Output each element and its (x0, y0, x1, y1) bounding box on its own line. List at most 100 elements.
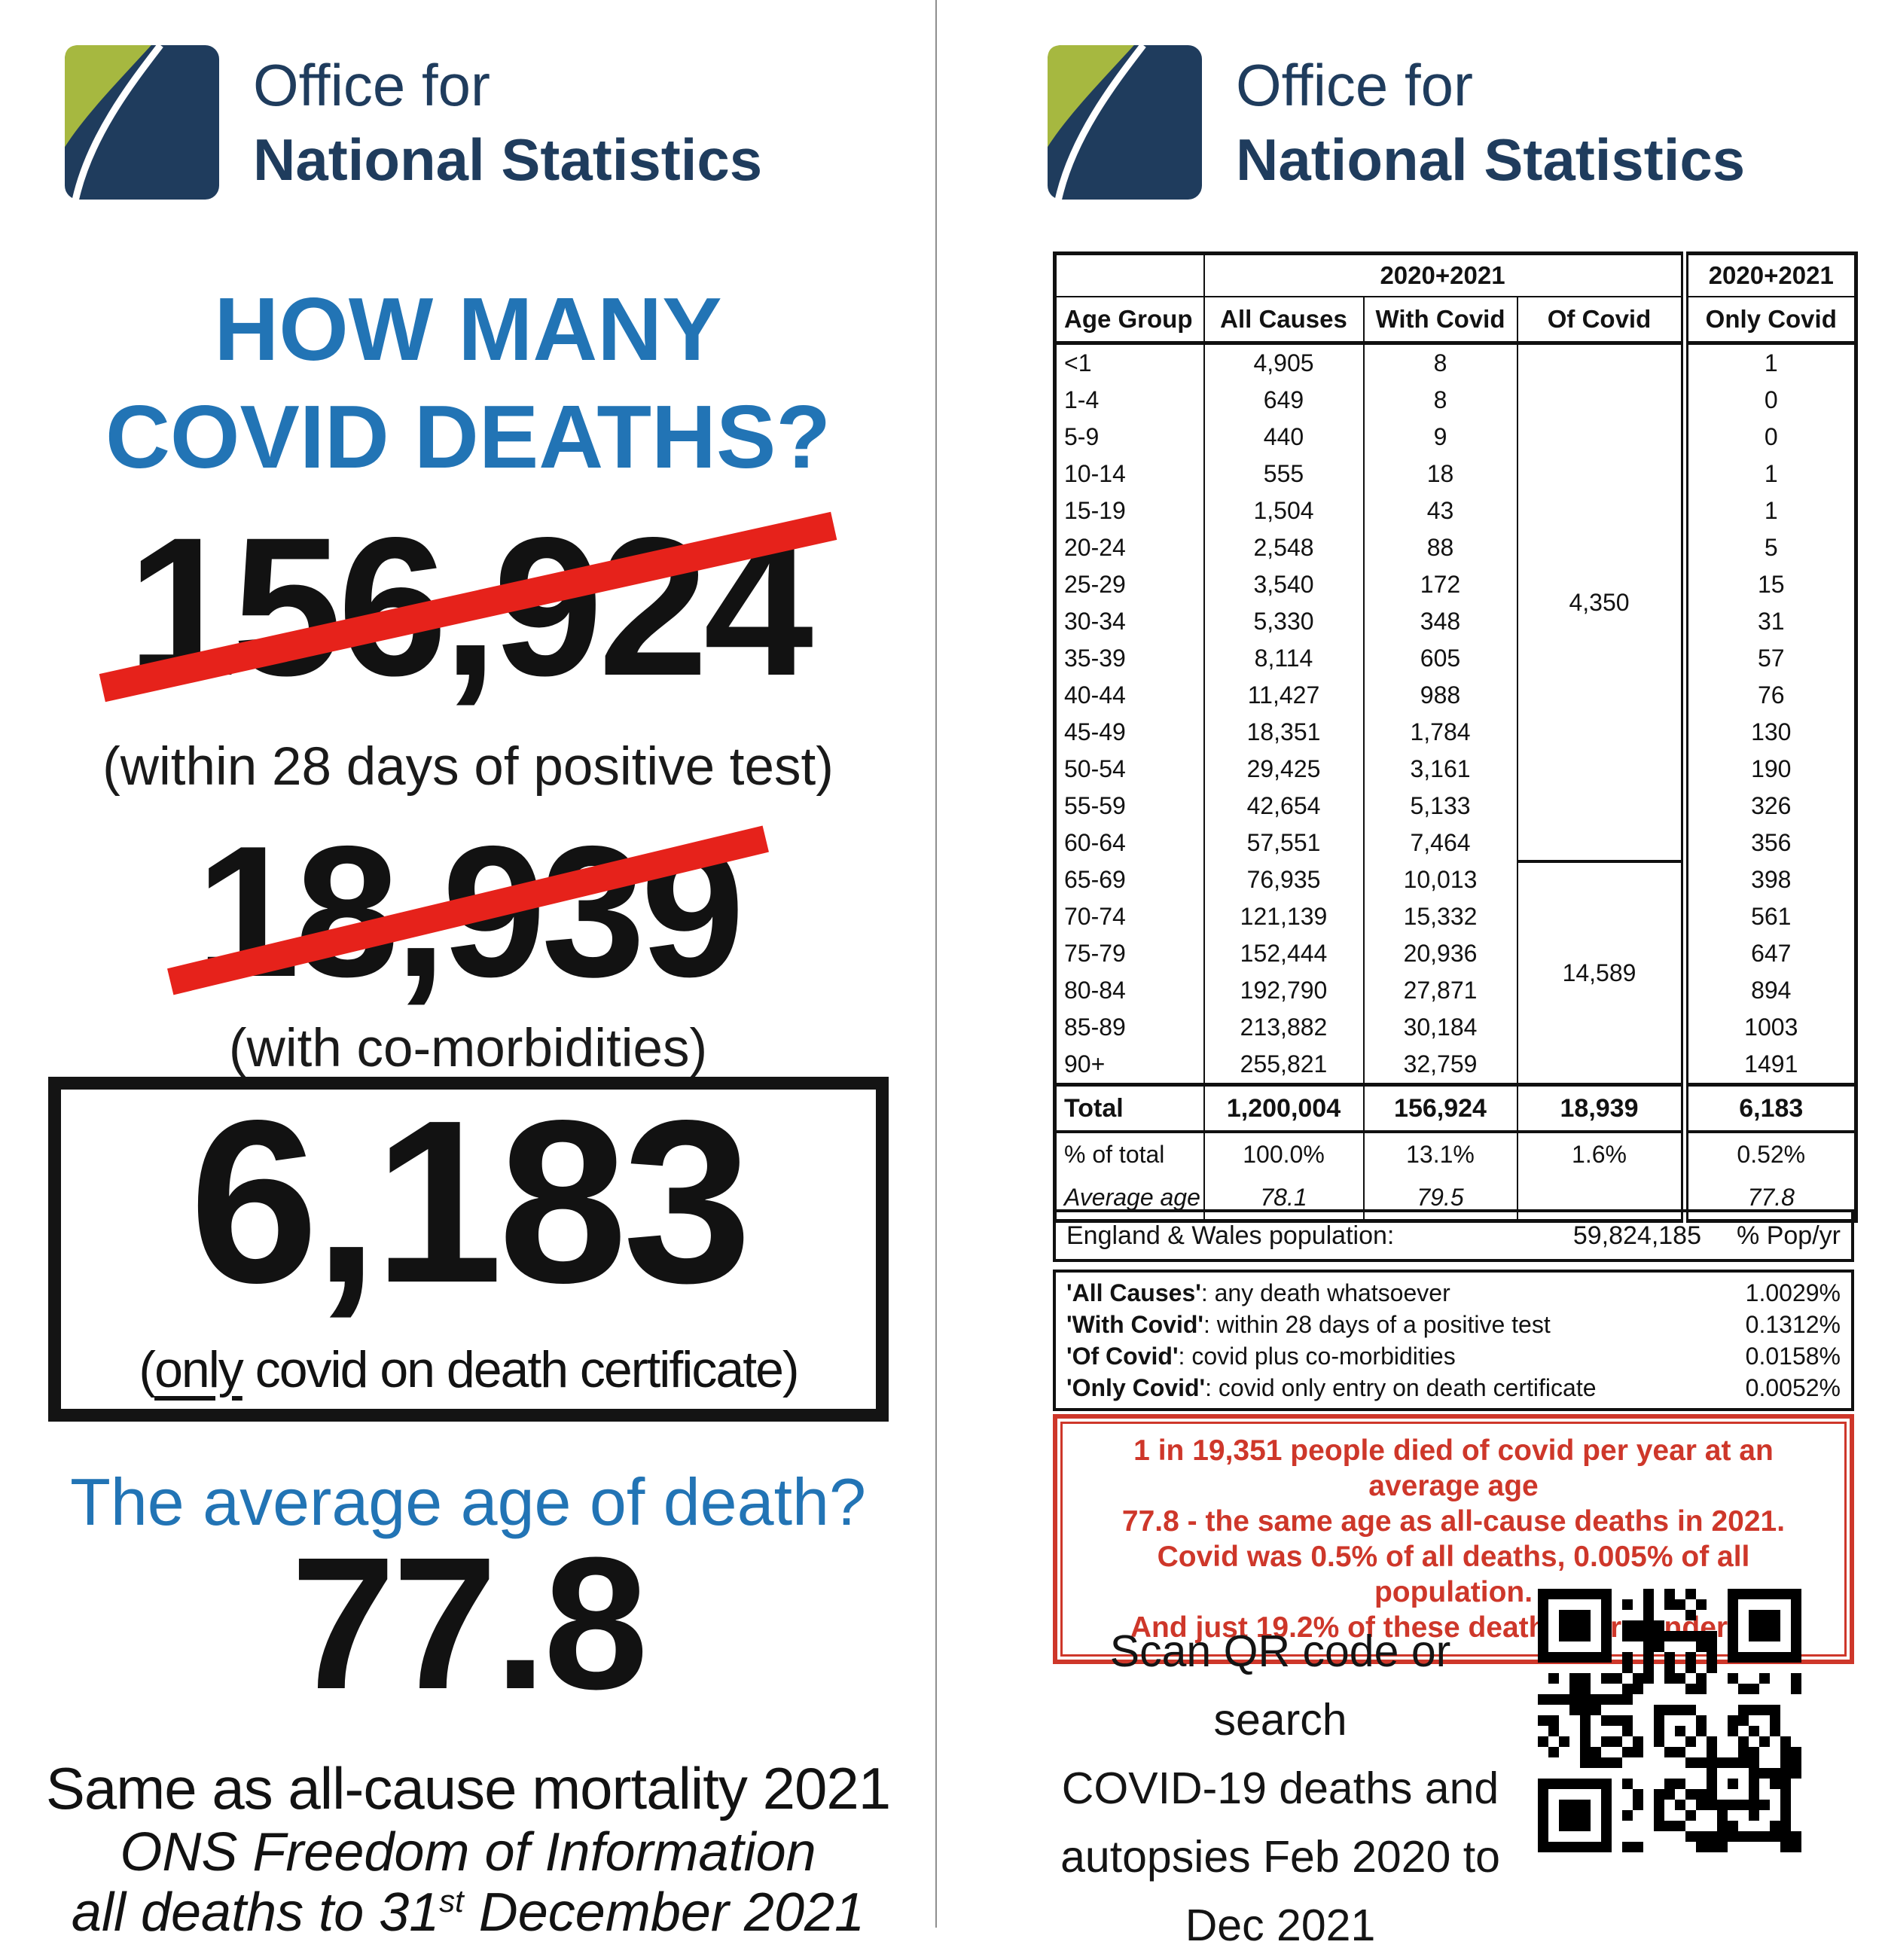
population-label: England & Wales population: (1066, 1221, 1395, 1250)
row-total: Total 1,200,004 156,924 18,939 6,183 (1054, 1083, 1857, 1133)
table-cell: 20,936 (1362, 935, 1518, 972)
stat1-caption: (within 28 days of positive test) (102, 737, 834, 797)
table-cell: 1-4 (1054, 382, 1205, 419)
table-cell: 76,935 (1203, 861, 1365, 898)
deaths-by-age-table: 2020+2021 2020+2021 Age Group All Causes… (1053, 251, 1859, 1223)
row-pct: % of total 100.0% 13.1% 1.6% 0.52% (1054, 1132, 1857, 1176)
year-span-main: 2020+2021 (1203, 253, 1685, 297)
table-cell: 42,654 (1203, 788, 1365, 825)
table-cell: 1 (1680, 343, 1857, 382)
table-cell: 40-44 (1054, 677, 1205, 714)
table-cell: 25-29 (1054, 566, 1205, 603)
age-table-row: 65-69 76,935 10,013 14,589 398 (1054, 860, 1857, 1085)
table-cell: 1491 (1680, 1046, 1857, 1085)
row-avg: Average age 78.1 79.5 77.8 (1054, 1176, 1857, 1221)
table-cell: 3,161 (1362, 751, 1518, 788)
headline-line2: COVID DEATHS? (105, 387, 831, 487)
panel-divider (935, 0, 937, 1928)
source-line2: all deaths to 31st December 2021 (71, 1882, 865, 1943)
table-cell: 440 (1203, 419, 1365, 456)
blank-cell (1054, 253, 1205, 297)
table-cell: 15-19 (1054, 492, 1205, 529)
table-cell: 31 (1680, 603, 1857, 640)
table-cell: 398 (1680, 861, 1857, 898)
table-cell: 348 (1362, 603, 1518, 640)
table-cell: 27,871 (1362, 972, 1518, 1009)
table-cell: 172 (1362, 566, 1518, 603)
age-table-row: 60-64 57,551 7,464 356 (1054, 825, 1857, 861)
summary-line2: 77.8 - the same age as all-cause deaths … (1121, 1505, 1786, 1538)
table-cell: 0 (1680, 419, 1857, 456)
table-cell: Total (1054, 1083, 1205, 1133)
table-cell: 326 (1680, 788, 1857, 825)
table-cell: 75-79 (1054, 935, 1205, 972)
table-cell: 90+ (1054, 1046, 1205, 1085)
ons-logo-icon (65, 45, 219, 200)
logo-line1: Office for (253, 51, 491, 118)
table-cell (1516, 1176, 1685, 1221)
table-cell: 80-84 (1054, 972, 1205, 1009)
table-cell: 30-34 (1054, 603, 1205, 640)
qr-code (1538, 1589, 1801, 1852)
table-cell: 13.1% (1362, 1132, 1518, 1176)
table-cell: Average age (1054, 1176, 1205, 1221)
table-cell: 1 (1680, 492, 1857, 529)
summary-text: 1 in 19,351 people died of covid per yea… (1060, 1422, 1847, 1657)
table-cell: 605 (1362, 640, 1518, 677)
stat2-caption: (with co-morbidities) (228, 1019, 708, 1078)
ons-logo-text: Office for National Statistics (1236, 48, 1745, 197)
table-cell: 894 (1680, 972, 1857, 1009)
table-cell: 7,464 (1362, 825, 1518, 861)
age-table-row: 1-4 649 8 0 (1054, 382, 1857, 419)
summary-line1: 1 in 19,351 people died of covid per yea… (1133, 1434, 1774, 1502)
table-cell: 8 (1362, 382, 1518, 419)
table-cell: 15 (1680, 566, 1857, 603)
age-table-row: 35-39 8,114 605 57 (1054, 640, 1857, 677)
age-table-row: <1 4,905 8 4,350 1 (1054, 343, 1857, 861)
age-table-row: 80-84 192,790 27,871 894 (1054, 972, 1857, 1009)
table-cell: 1,784 (1362, 714, 1518, 751)
table-cell: 3,540 (1203, 566, 1365, 603)
table-cell: 65-69 (1054, 861, 1205, 898)
age-table-row: 40-44 11,427 988 76 (1054, 677, 1857, 714)
age-table-row: 85-89 213,882 30,184 1003 (1054, 1009, 1857, 1046)
ons-logo-icon (1048, 45, 1202, 200)
age-table-row: 10-14 555 18 1 (1054, 456, 1857, 492)
population-value: 59,824,185 (1572, 1221, 1701, 1250)
definition-only-covid: 'Only Covid': covid only entry on death … (1066, 1373, 1841, 1401)
table-cell: 60-64 (1054, 825, 1205, 861)
ons-logo-text: Office for National Statistics (253, 48, 762, 197)
age-table-row: 30-34 5,330 348 31 (1054, 603, 1857, 640)
scan-line1: Scan QR code or search (1109, 1626, 1451, 1745)
table-cell: 20-24 (1054, 529, 1205, 566)
scan-instructions: Scan QR code or search COVID-19 deaths a… (1054, 1617, 1506, 1960)
table-cell: 10,013 (1362, 861, 1518, 898)
table-cell: <1 (1054, 343, 1205, 382)
table-cell: 5,330 (1203, 603, 1365, 640)
table-cell: 255,821 (1203, 1046, 1365, 1085)
definition-of-covid: 'Of Covid': covid plus co-morbidities 0.0… (1066, 1342, 1841, 1370)
source-line1: ONS Freedom of Information (120, 1822, 816, 1882)
table-cell: 561 (1680, 898, 1857, 935)
table-cell: 152,444 (1203, 935, 1365, 972)
table-cell: 130 (1680, 714, 1857, 751)
age-table-row: 5-9 440 9 0 (1054, 419, 1857, 456)
population-box: England & Wales population: 59,824,185 %… (1053, 1209, 1854, 1262)
table-cell: 555 (1203, 456, 1365, 492)
table-cell: 121,139 (1203, 898, 1365, 935)
table-cell: 79.5 (1362, 1176, 1518, 1221)
table-cell: 192,790 (1203, 972, 1365, 1009)
stat3-value: 6,183 (189, 1072, 752, 1331)
age-table-row: 75-79 152,444 20,936 647 (1054, 935, 1857, 972)
col-with-covid: With Covid (1362, 297, 1518, 345)
logo-line2: National Statistics (253, 126, 763, 193)
age-table-row: 90+ 255,821 32,759 1491 (1054, 1046, 1857, 1085)
table-cell: 190 (1680, 751, 1857, 788)
table-cell: 4,350 (1516, 343, 1685, 861)
table-cell: 10-14 (1054, 456, 1205, 492)
definition-all-causes: 'All Causes': any death whatsoever 1.0029… (1066, 1279, 1841, 1306)
col-age-group: Age Group (1054, 297, 1205, 345)
stat-within-28-days: 156,924 (0, 497, 936, 717)
table-cell: 77.8 (1680, 1176, 1857, 1221)
summary-line3: Covid was 0.5% of all deaths, 0.005% of … (1157, 1541, 1750, 1608)
